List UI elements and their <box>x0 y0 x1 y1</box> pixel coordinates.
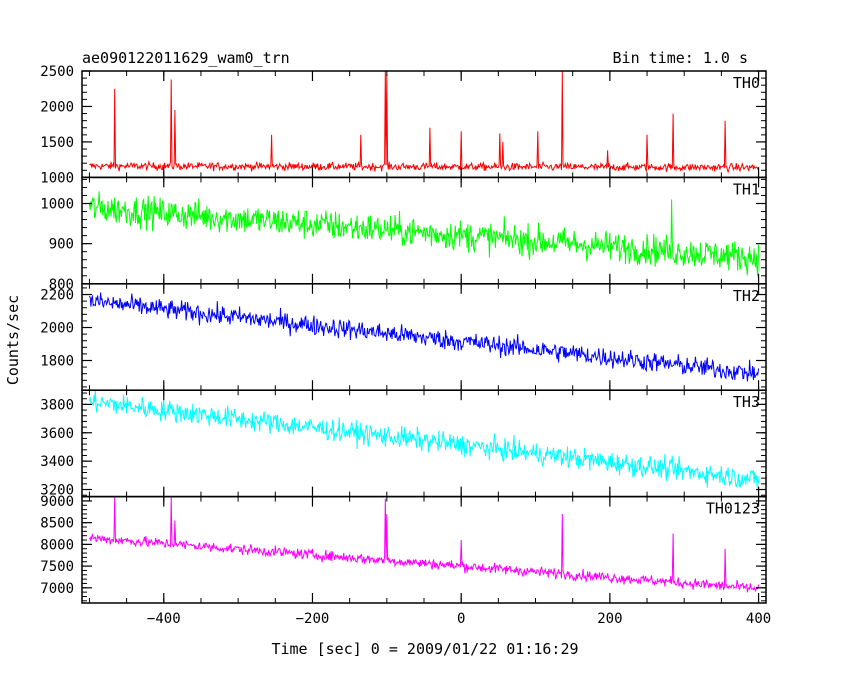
y-axis-label: Counts/sec <box>4 295 22 385</box>
y-tick-label: 3400 <box>40 454 74 470</box>
series-line-th3 <box>88 390 760 488</box>
y-tick-label: 2200 <box>40 288 74 304</box>
series-line-th1 <box>88 191 760 277</box>
panel-label-th2: TH2 <box>733 287 760 305</box>
panels-group: TH01000150020002500TH18009001000TH218002… <box>40 64 771 627</box>
y-tick-label: 1500 <box>40 135 74 151</box>
y-tick-label: 3200 <box>40 483 74 499</box>
y-tick-label: 1800 <box>40 354 74 370</box>
y-tick-label: 9000 <box>40 494 74 510</box>
panel-frame-th0 <box>81 70 767 179</box>
x-tick-label: −200 <box>296 611 330 627</box>
panel-label-th0: TH0 <box>733 74 760 92</box>
y-tick-label: 3800 <box>40 397 74 413</box>
y-tick-label: 2500 <box>40 64 74 80</box>
panel-label-th1: TH1 <box>733 180 760 198</box>
x-tick-label: 400 <box>746 611 771 627</box>
y-tick-label: 2000 <box>40 99 74 115</box>
series-line-th0123 <box>88 496 760 593</box>
y-tick-label: 1000 <box>40 196 74 212</box>
y-tick-label: 800 <box>49 277 74 293</box>
series-line-th2 <box>88 292 760 382</box>
panel-frame-th0123 <box>81 495 767 604</box>
y-tick-label: 1000 <box>40 170 74 186</box>
panel-label-th3: TH3 <box>733 393 760 411</box>
y-tick-label: 8000 <box>40 537 74 553</box>
series-line-th0 <box>89 70 760 174</box>
y-tick-label: 900 <box>49 237 74 253</box>
y-tick-label: 3600 <box>40 426 74 442</box>
y-tick-label: 7500 <box>40 559 74 575</box>
chart-title: ae090122011629_wam0_trn <box>82 49 290 67</box>
y-tick-label: 8500 <box>40 516 74 532</box>
y-tick-label: 7000 <box>40 581 74 597</box>
y-tick-label: 2000 <box>40 321 74 337</box>
x-tick-label: 0 <box>457 611 465 627</box>
panel-label-th0123: TH0123 <box>706 500 760 518</box>
panel-frame-th3 <box>81 389 767 498</box>
bin-time-label: Bin time: 1.0 s <box>613 49 748 67</box>
x-tick-label: −400 <box>147 611 181 627</box>
x-tick-label: 200 <box>597 611 622 627</box>
x-axis-label: Time [sec] 0 = 2009/01/22 01:16:29 <box>271 640 578 658</box>
